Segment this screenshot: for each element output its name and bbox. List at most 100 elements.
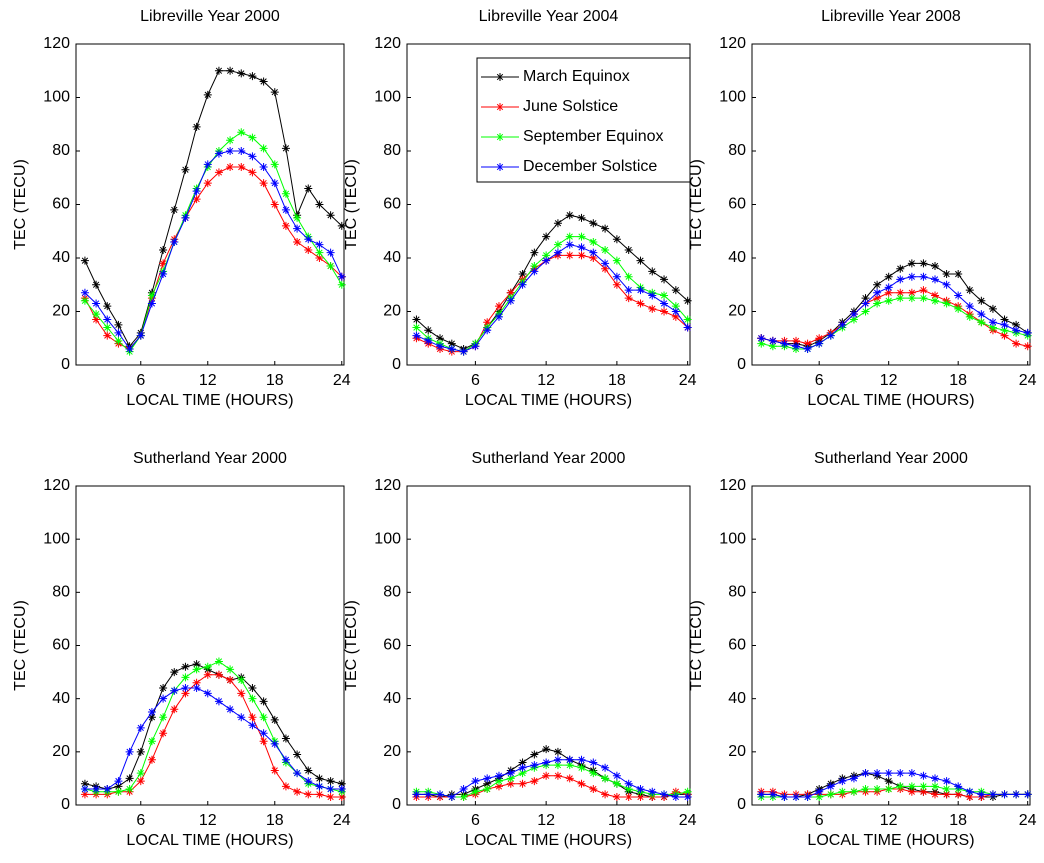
marker — [907, 782, 916, 791]
marker — [203, 662, 212, 671]
plot-frame — [751, 43, 1031, 366]
marker — [114, 777, 123, 786]
marker — [92, 299, 101, 308]
marker — [424, 326, 433, 335]
marker — [281, 755, 290, 764]
marker — [237, 128, 246, 137]
y-tick-label: 0 — [61, 356, 70, 373]
marker — [114, 320, 123, 329]
y-tick-label: 100 — [719, 89, 746, 106]
plot-frame — [75, 485, 345, 806]
x-axis-label: LOCAL TIME (HOURS) — [807, 392, 974, 409]
marker — [293, 213, 302, 222]
marker — [553, 755, 562, 764]
marker — [326, 785, 335, 794]
marker — [518, 270, 527, 279]
marker — [92, 315, 101, 324]
y-tick-label: 40 — [728, 690, 746, 707]
marker — [757, 790, 766, 799]
marker — [636, 793, 645, 802]
marker — [147, 755, 156, 764]
marker — [815, 787, 824, 796]
x-axis-label: LOCAL TIME (HOURS) — [465, 392, 632, 409]
marker — [803, 339, 812, 348]
marker — [270, 200, 279, 209]
x-tick-label: 24 — [1019, 372, 1037, 389]
marker — [683, 315, 692, 324]
marker — [648, 267, 657, 276]
marker — [483, 779, 492, 788]
marker — [337, 221, 346, 230]
marker — [589, 785, 598, 794]
marker — [304, 235, 313, 244]
marker — [565, 232, 574, 241]
marker — [270, 739, 279, 748]
marker — [826, 782, 835, 791]
marker — [873, 299, 882, 308]
marker — [954, 790, 963, 799]
marker — [612, 779, 621, 788]
marker — [542, 251, 551, 260]
marker — [965, 793, 974, 802]
marker — [861, 294, 870, 303]
chart-title: Libreville Year 2004 — [479, 8, 619, 25]
marker — [530, 262, 539, 271]
marker — [648, 291, 657, 300]
marker — [636, 299, 645, 308]
marker — [873, 769, 882, 778]
x-tick-label: 18 — [949, 372, 967, 389]
x-tick-label: 6 — [136, 812, 145, 829]
legend-label: September Equinox — [523, 128, 664, 145]
marker — [192, 187, 201, 196]
marker — [907, 769, 916, 778]
y-tick-label: 40 — [52, 690, 70, 707]
series-line — [84, 70, 343, 348]
marker — [757, 339, 766, 348]
marker — [80, 288, 89, 297]
marker — [815, 793, 824, 802]
marker — [147, 299, 156, 308]
marker — [988, 323, 997, 332]
marker — [259, 144, 268, 153]
marker — [896, 769, 905, 778]
marker — [553, 240, 562, 249]
marker — [412, 323, 421, 332]
marker — [337, 272, 346, 281]
y-tick-label: 80 — [728, 142, 746, 159]
marker — [518, 763, 527, 772]
x-tick-label: 12 — [537, 372, 555, 389]
marker — [1012, 320, 1021, 329]
marker — [270, 715, 279, 724]
marker — [147, 737, 156, 746]
y-tick-label: 100 — [43, 530, 70, 547]
marker — [907, 272, 916, 281]
marker — [757, 334, 766, 343]
marker — [248, 72, 257, 81]
marker — [92, 785, 101, 794]
y-axis-label: TEC (TECU) — [343, 159, 360, 250]
y-tick-label: 40 — [383, 690, 401, 707]
marker — [884, 272, 893, 281]
marker — [293, 769, 302, 778]
marker — [873, 280, 882, 289]
marker — [530, 267, 539, 276]
marker — [884, 777, 893, 786]
marker — [553, 761, 562, 770]
marker — [304, 790, 313, 799]
x-axis-label: LOCAL TIME (HOURS) — [807, 832, 974, 849]
marker — [671, 793, 680, 802]
y-tick-label: 60 — [52, 196, 70, 213]
marker — [214, 66, 223, 75]
x-tick-label: 12 — [199, 812, 217, 829]
marker — [942, 790, 951, 799]
y-tick-label: 0 — [737, 356, 746, 373]
marker — [577, 251, 586, 260]
marker — [471, 787, 480, 796]
marker — [931, 774, 940, 783]
marker — [565, 240, 574, 249]
marker — [281, 734, 290, 743]
marker — [671, 307, 680, 316]
marker — [281, 205, 290, 214]
marker — [861, 299, 870, 308]
marker — [136, 723, 145, 732]
